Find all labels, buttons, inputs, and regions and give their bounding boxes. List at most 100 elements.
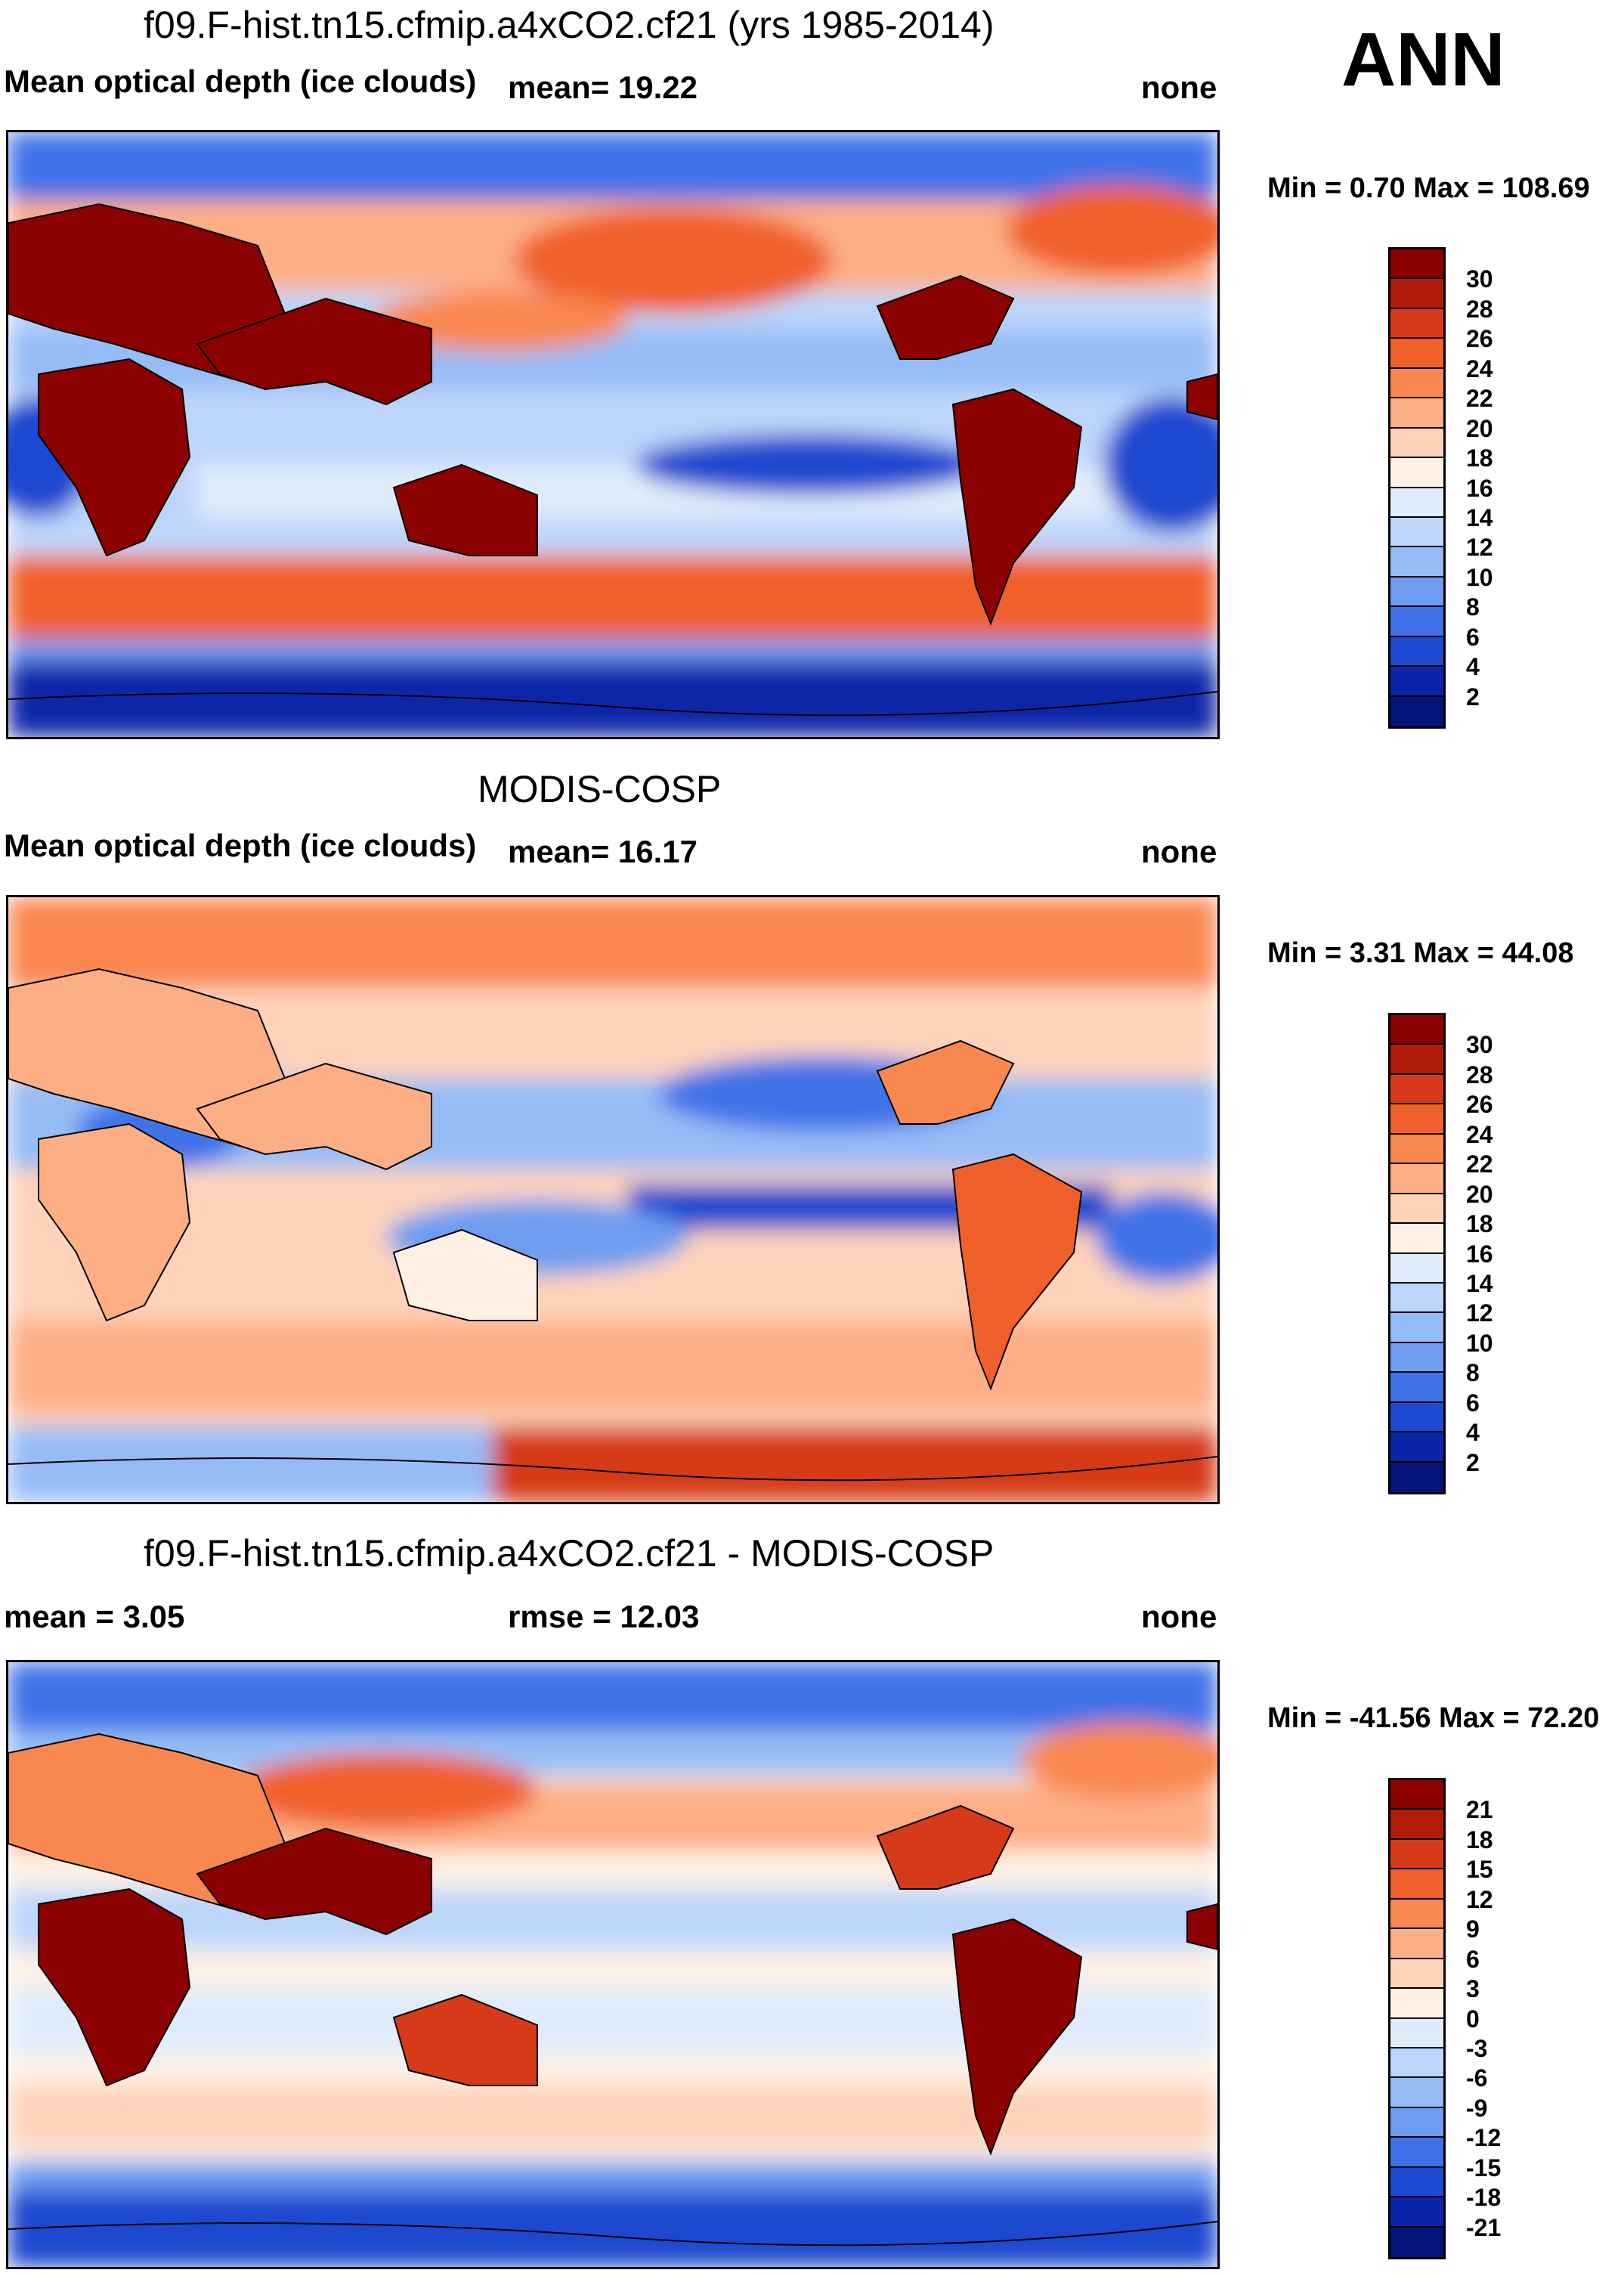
colorbar-box xyxy=(1390,2107,1443,2138)
colorbar-box xyxy=(1390,1104,1443,1135)
panel-1-mean: mean= 19.22 xyxy=(508,70,698,105)
colorbar-tick-label: -21 xyxy=(1466,2213,1502,2241)
panel-1-colorbar xyxy=(1388,247,1446,729)
panel-1-units: none xyxy=(1141,70,1217,105)
colorbar-tick-label: 22 xyxy=(1466,385,1493,413)
colorbar-box xyxy=(1390,1432,1443,1463)
colorbar-tick-label: 10 xyxy=(1466,563,1493,591)
colorbar-tick-label: 4 xyxy=(1466,1419,1480,1447)
colorbar-tick-label: -9 xyxy=(1466,2094,1488,2122)
colorbar-box xyxy=(1390,428,1443,459)
colorbar-tick-label: 21 xyxy=(1466,1796,1493,1824)
colorbar-tick-label: 12 xyxy=(1466,534,1493,562)
colorbar-box xyxy=(1390,458,1443,488)
colorbar-box xyxy=(1390,2078,1443,2108)
colorbar-box xyxy=(1390,667,1443,697)
colorbar-box xyxy=(1390,1959,1443,1990)
colorbar-tick-label: 2 xyxy=(1466,1448,1480,1476)
panel-2-title: MODIS-COSP xyxy=(478,768,722,810)
colorbar-tick-label: 6 xyxy=(1466,623,1480,651)
season-label: ANN xyxy=(1341,17,1505,102)
colorbar-tick-label: 9 xyxy=(1466,1915,1480,1943)
colorbar-box xyxy=(1390,308,1443,339)
colorbar-box xyxy=(1390,1373,1443,1403)
colorbar-tick-label: 6 xyxy=(1466,1945,1480,1973)
colorbar-box xyxy=(1390,2048,1443,2079)
colorbar-box xyxy=(1390,1224,1443,1254)
colorbar-tick-label: -18 xyxy=(1466,2184,1502,2212)
colorbar-box xyxy=(1390,517,1443,548)
colorbar-box xyxy=(1390,1283,1443,1314)
colorbar-tick-label: 2 xyxy=(1466,683,1480,711)
panel-2-variable: Mean optical depth (ice clouds) xyxy=(4,828,477,863)
colorbar-box xyxy=(1390,1164,1443,1194)
panel-3-title: f09.F-hist.tn15.cfmip.a4xCO2.cf21 - MODI… xyxy=(144,1532,995,1575)
panel-3-units: none xyxy=(1141,1599,1217,1634)
colorbar-tick-label: 18 xyxy=(1466,1825,1493,1853)
colorbar-tick-label: 30 xyxy=(1466,265,1493,293)
colorbar-box xyxy=(1390,2138,1443,2168)
colorbar-box xyxy=(1390,1929,1443,1959)
colorbar-tick-label: 12 xyxy=(1466,1885,1493,1913)
panel-2-units: none xyxy=(1141,834,1217,869)
colorbar-tick-label: 16 xyxy=(1466,474,1493,502)
colorbar-box xyxy=(1390,1342,1443,1373)
colorbar-box xyxy=(1390,249,1443,280)
colorbar-tick-label: -15 xyxy=(1466,2154,1502,2182)
colorbar-box xyxy=(1390,577,1443,608)
colorbar-tick-label: -12 xyxy=(1466,2124,1502,2152)
colorbar-tick-label: -3 xyxy=(1466,2034,1488,2062)
colorbar-tick-label: 10 xyxy=(1466,1329,1493,1357)
colorbar-box xyxy=(1390,1899,1443,1930)
colorbar-box xyxy=(1390,696,1443,726)
panel-3-mean: mean = 3.05 xyxy=(4,1599,185,1634)
colorbar-box xyxy=(1390,1313,1443,1343)
colorbar-box xyxy=(1390,1134,1443,1165)
colorbar-box xyxy=(1390,2227,1443,2257)
colorbar-box xyxy=(1390,368,1443,399)
colorbar-tick-label: 24 xyxy=(1466,1120,1493,1148)
panel-1-minmax: Min = 0.70 Max = 108.69 xyxy=(1267,172,1590,204)
colorbar-box xyxy=(1390,1253,1443,1284)
colorbar-tick-label: 18 xyxy=(1466,444,1493,472)
colorbar-box xyxy=(1390,1839,1443,1870)
colorbar-tick-label: 8 xyxy=(1466,1359,1480,1387)
panel-2-minmax: Min = 3.31 Max = 44.08 xyxy=(1267,937,1574,969)
panel-3-map xyxy=(6,1660,1220,2269)
colorbar-tick-label: 3 xyxy=(1466,1975,1480,2003)
panel-1-variable: Mean optical depth (ice clouds) xyxy=(4,63,477,99)
colorbar-tick-label: 15 xyxy=(1466,1856,1493,1884)
colorbar-tick-label: 20 xyxy=(1466,414,1493,442)
colorbar-box xyxy=(1390,1045,1443,1075)
colorbar-box xyxy=(1390,2197,1443,2228)
colorbar-tick-label: 28 xyxy=(1466,1061,1493,1088)
colorbar-box xyxy=(1390,1074,1443,1105)
colorbar-box xyxy=(1390,2018,1443,2048)
colorbar-tick-label: 20 xyxy=(1466,1180,1493,1208)
colorbar-tick-label: 22 xyxy=(1466,1150,1493,1178)
colorbar-box xyxy=(1390,1810,1443,1840)
colorbar-tick-label: 30 xyxy=(1466,1031,1493,1059)
colorbar-tick-label: 14 xyxy=(1466,1269,1493,1297)
colorbar-box xyxy=(1390,279,1443,309)
panel-2-mean: mean= 16.17 xyxy=(508,834,698,869)
colorbar-box xyxy=(1390,1015,1443,1045)
colorbar-tick-label: 4 xyxy=(1466,653,1480,681)
colorbar-box xyxy=(1390,1462,1443,1492)
colorbar-tick-label: 12 xyxy=(1466,1299,1493,1327)
colorbar-tick-label: 28 xyxy=(1466,295,1493,323)
colorbar-tick-label: 14 xyxy=(1466,503,1493,531)
panel-1-title: f09.F-hist.tn15.cfmip.a4xCO2.cf21 (yrs 1… xyxy=(144,4,995,46)
continents-panel-3 xyxy=(8,1733,1217,2156)
colorbar-box xyxy=(1390,1402,1443,1433)
panel-2-colorbar xyxy=(1388,1013,1446,1494)
colorbar-box xyxy=(1390,398,1443,429)
colorbar-box xyxy=(1390,339,1443,369)
colorbar-tick-label: 18 xyxy=(1466,1210,1493,1238)
colorbar-tick-label: 8 xyxy=(1466,593,1480,621)
colorbar-box xyxy=(1390,2167,1443,2198)
panel-3-colorbar xyxy=(1388,1778,1446,2259)
colorbar-box xyxy=(1390,547,1443,578)
colorbar-tick-label: 24 xyxy=(1466,355,1493,382)
colorbar-tick-label: -6 xyxy=(1466,2064,1488,2092)
